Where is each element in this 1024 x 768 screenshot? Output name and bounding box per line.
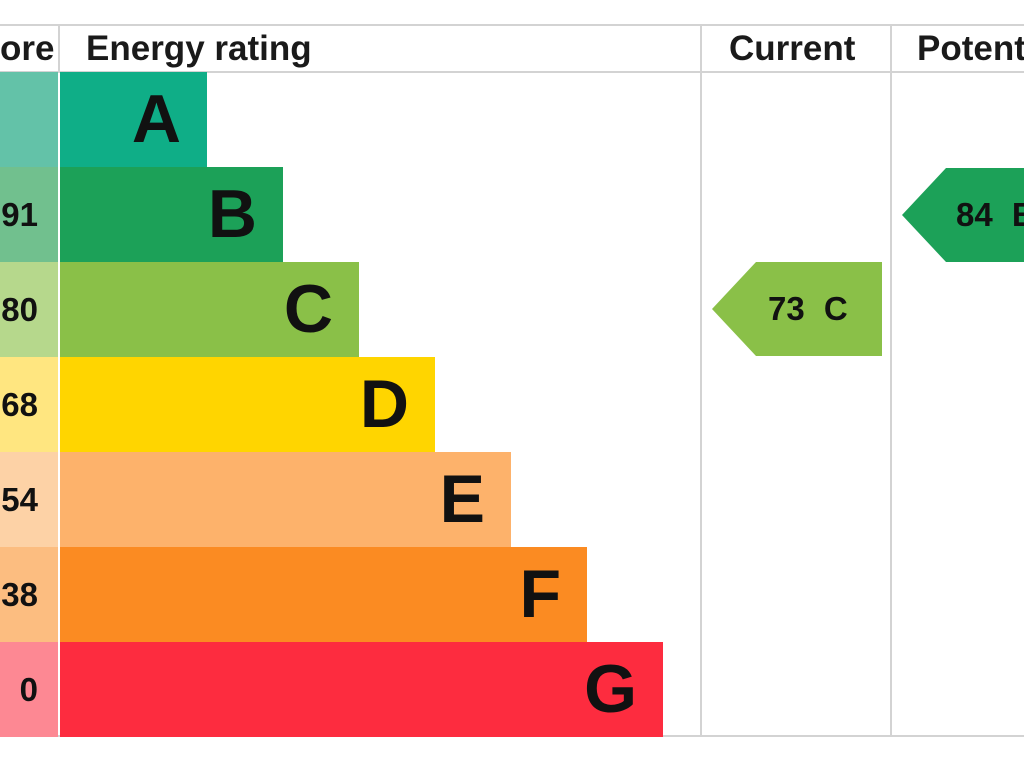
score-range-label: 68 bbox=[1, 386, 38, 423]
score-range-label: 38 bbox=[1, 576, 38, 613]
current-header: Current bbox=[729, 29, 856, 68]
potential-rating-label: 84 B bbox=[956, 168, 1024, 262]
band-f: F bbox=[60, 547, 587, 642]
potential-rating-value: 84 bbox=[956, 196, 993, 233]
score-header: ore bbox=[0, 29, 55, 68]
current-arrow-shape bbox=[712, 262, 882, 356]
score-range-a bbox=[0, 72, 58, 167]
column-divider-current bbox=[700, 24, 702, 737]
band-letter: D bbox=[359, 366, 409, 442]
potential-rating-letter: B bbox=[1011, 196, 1024, 233]
potential-header: Potent bbox=[917, 29, 1024, 68]
current-rating-arrow: 73 C bbox=[712, 262, 882, 356]
current-rating-label: 73 C bbox=[768, 262, 848, 356]
band-letter: F bbox=[519, 556, 561, 632]
score-range-c: 80 bbox=[0, 262, 58, 357]
score-range-g: 0 bbox=[0, 642, 58, 737]
column-divider-score bbox=[58, 24, 60, 72]
band-d: D bbox=[60, 357, 435, 452]
score-range-label: 0 bbox=[19, 671, 38, 708]
score-range-e: 54 bbox=[0, 452, 58, 547]
band-letter: B bbox=[207, 176, 257, 252]
potential-arrow-shape bbox=[902, 168, 1024, 262]
score-range-label: 54 bbox=[1, 481, 38, 518]
energy-rating-header: Energy rating bbox=[86, 29, 312, 68]
top-border bbox=[0, 24, 1024, 26]
score-range-b: 91 bbox=[0, 167, 58, 262]
current-rating-value: 73 bbox=[768, 290, 805, 327]
current-rating-letter: C bbox=[823, 290, 848, 327]
header-divider bbox=[0, 71, 1024, 73]
column-divider-potential bbox=[890, 24, 892, 737]
band-letter: A bbox=[131, 81, 181, 157]
band-letter: E bbox=[439, 461, 485, 537]
score-range-label: 91 bbox=[1, 196, 38, 233]
band-b: B bbox=[60, 167, 283, 262]
band-c: C bbox=[60, 262, 359, 357]
score-range-label: 80 bbox=[1, 291, 38, 328]
score-range-d: 68 bbox=[0, 357, 58, 452]
band-a: A bbox=[60, 72, 207, 167]
score-range-f: 38 bbox=[0, 547, 58, 642]
band-g: G bbox=[60, 642, 663, 737]
band-letter: C bbox=[283, 271, 333, 347]
band-e: E bbox=[60, 452, 511, 547]
potential-rating-arrow: 84 B bbox=[902, 168, 1024, 262]
band-letter: G bbox=[584, 651, 637, 727]
